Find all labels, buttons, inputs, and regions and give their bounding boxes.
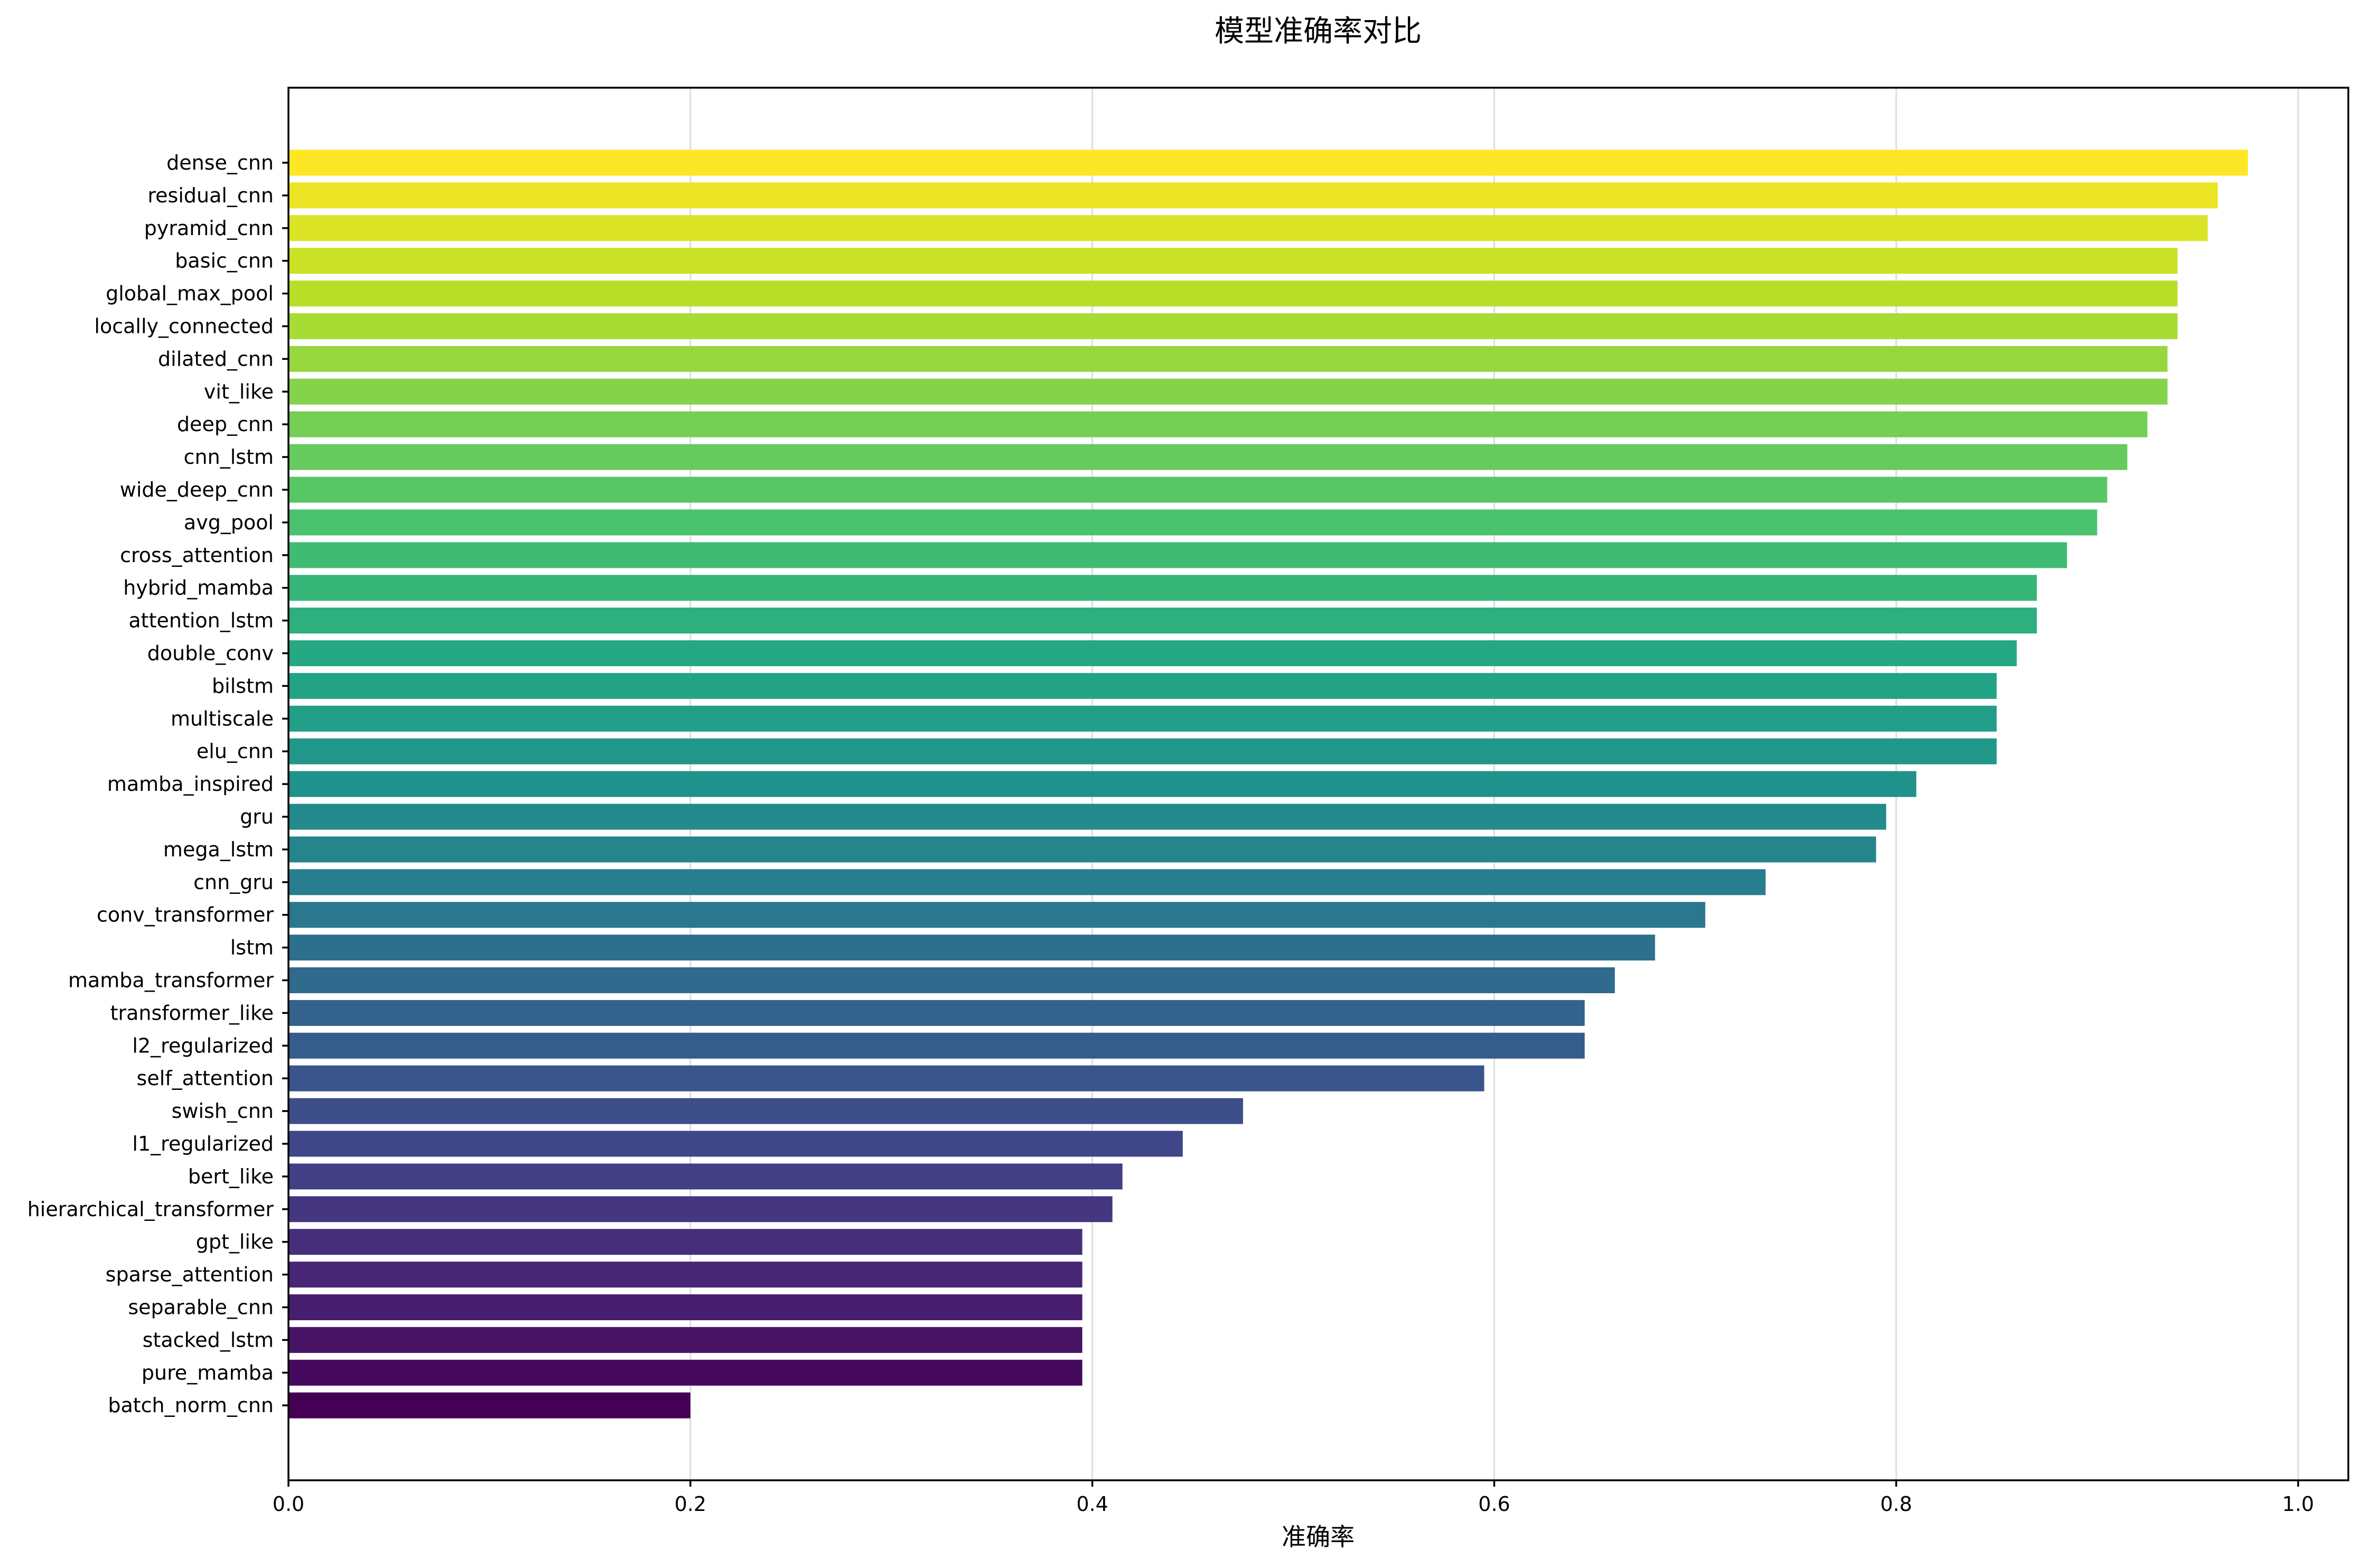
- y-tick-label: dense_cnn: [166, 151, 274, 174]
- y-tick-label: transformer_like: [110, 1001, 274, 1024]
- bar-bert_like: [288, 1163, 1123, 1190]
- y-tick-label: swish_cnn: [172, 1099, 274, 1123]
- bar-sparse_attention: [288, 1262, 1082, 1288]
- bar-gpt_like: [288, 1229, 1082, 1255]
- y-tick-label: residual_cnn: [147, 184, 274, 207]
- y-tick-label: attention_lstm: [128, 609, 274, 632]
- y-tick-label: sparse_attention: [106, 1263, 274, 1286]
- y-tick-label: stacked_lstm: [143, 1328, 274, 1351]
- x-tick-label: 0.4: [1076, 1492, 1108, 1516]
- y-tick-label: bert_like: [188, 1165, 274, 1188]
- y-tick-label: hybrid_mamba: [123, 576, 274, 600]
- y-tick-label: bilstm: [212, 674, 274, 697]
- bar-pyramid_cnn: [288, 215, 2208, 241]
- y-tick-label: mamba_inspired: [107, 772, 274, 796]
- x-axis-ticks: 0.0 0.2 0.4 0.6 0.8 1.0: [273, 1480, 2314, 1516]
- chart-title: 模型准确率对比: [1215, 14, 1422, 49]
- bar-hierarchical_transformer: [288, 1196, 1113, 1222]
- y-tick-label: pure_mamba: [142, 1361, 274, 1384]
- bar-cross_attention: [288, 542, 2067, 568]
- bars: [288, 150, 2248, 1418]
- bar-double_conv: [288, 640, 2017, 666]
- y-tick-label: gpt_like: [196, 1230, 274, 1254]
- bar-swish_cnn: [288, 1098, 1243, 1124]
- y-tick-label: double_conv: [147, 642, 274, 665]
- y-tick-label: locally_connected: [94, 315, 274, 338]
- x-tick-label: 0.0: [273, 1492, 304, 1516]
- y-tick-label: wide_deep_cnn: [120, 478, 274, 501]
- y-tick-label: multiscale: [171, 707, 274, 730]
- bar-mamba_transformer: [288, 967, 1615, 993]
- bar-hybrid_mamba: [288, 575, 2037, 601]
- y-tick-label: basic_cnn: [175, 249, 274, 273]
- bar-vit_like: [288, 378, 2168, 405]
- bar-wide_deep_cnn: [288, 477, 2107, 503]
- y-tick-label: conv_transformer: [97, 903, 274, 927]
- y-tick-label: dilated_cnn: [158, 347, 274, 370]
- y-tick-label: gru: [240, 805, 274, 828]
- bar-l1_regularized: [288, 1131, 1183, 1157]
- y-tick-label: pyramid_cnn: [144, 217, 274, 240]
- y-tick-label: hierarchical_transformer: [27, 1198, 274, 1221]
- bar-elu_cnn: [288, 738, 1997, 764]
- bar-basic_cnn: [288, 248, 2178, 274]
- y-tick-label: avg_pool: [184, 511, 274, 534]
- x-axis-label: 准确率: [1282, 1523, 1355, 1551]
- x-tick-label: 0.6: [1478, 1492, 1510, 1516]
- bar-attention_lstm: [288, 608, 2037, 634]
- bar-mamba_inspired: [288, 771, 1917, 797]
- bar-locally_connected: [288, 313, 2178, 339]
- bar-self_attention: [288, 1065, 1485, 1091]
- bar-conv_transformer: [288, 902, 1705, 928]
- bar-dilated_cnn: [288, 346, 2168, 372]
- bar-global_max_pool: [288, 281, 2178, 307]
- y-tick-label: mamba_transformer: [68, 969, 274, 992]
- x-tick-label: 1.0: [2282, 1492, 2314, 1516]
- bar-gru: [288, 804, 1887, 830]
- bar-deep_cnn: [288, 411, 2148, 437]
- y-tick-label: global_max_pool: [106, 282, 274, 305]
- y-tick-label: cross_attention: [120, 544, 274, 567]
- y-tick-label: lstm: [230, 936, 274, 959]
- y-tick-label: mega_lstm: [163, 838, 274, 861]
- x-tick-label: 0.8: [1880, 1492, 1912, 1516]
- y-tick-label: l1_regularized: [132, 1132, 274, 1155]
- y-tick-label: self_attention: [137, 1067, 274, 1090]
- bar-batch_norm_cnn: [288, 1392, 690, 1418]
- bar-stacked_lstm: [288, 1327, 1082, 1353]
- bar-separable_cnn: [288, 1294, 1082, 1320]
- y-axis-category-labels: dense_cnn residual_cnn pyramid_cnn basic_cn…: [27, 151, 288, 1417]
- y-tick-label: cnn_gru: [193, 871, 274, 894]
- bar-multiscale: [288, 705, 1997, 732]
- bar-residual_cnn: [288, 182, 2218, 209]
- bar-bilstm: [288, 673, 1997, 699]
- bar-cnn_gru: [288, 869, 1766, 895]
- x-tick-label: 0.2: [675, 1492, 706, 1516]
- y-tick-label: elu_cnn: [197, 740, 274, 763]
- bar-avg_pool: [288, 509, 2097, 536]
- y-tick-label: l2_regularized: [132, 1034, 274, 1057]
- y-tick-label: deep_cnn: [177, 413, 274, 436]
- y-tick-label: separable_cnn: [128, 1296, 274, 1319]
- bar-lstm: [288, 935, 1655, 961]
- bar-l2_regularized: [288, 1032, 1585, 1059]
- y-tick-label: batch_norm_cnn: [108, 1394, 274, 1417]
- bar-mega_lstm: [288, 836, 1877, 863]
- bar-dense_cnn: [288, 150, 2248, 176]
- y-tick-label: cnn_lstm: [184, 445, 274, 469]
- bar-cnn_lstm: [288, 444, 2127, 470]
- y-tick-label: vit_like: [204, 380, 274, 403]
- bar-pure_mamba: [288, 1359, 1082, 1386]
- bar-transformer_like: [288, 1000, 1585, 1026]
